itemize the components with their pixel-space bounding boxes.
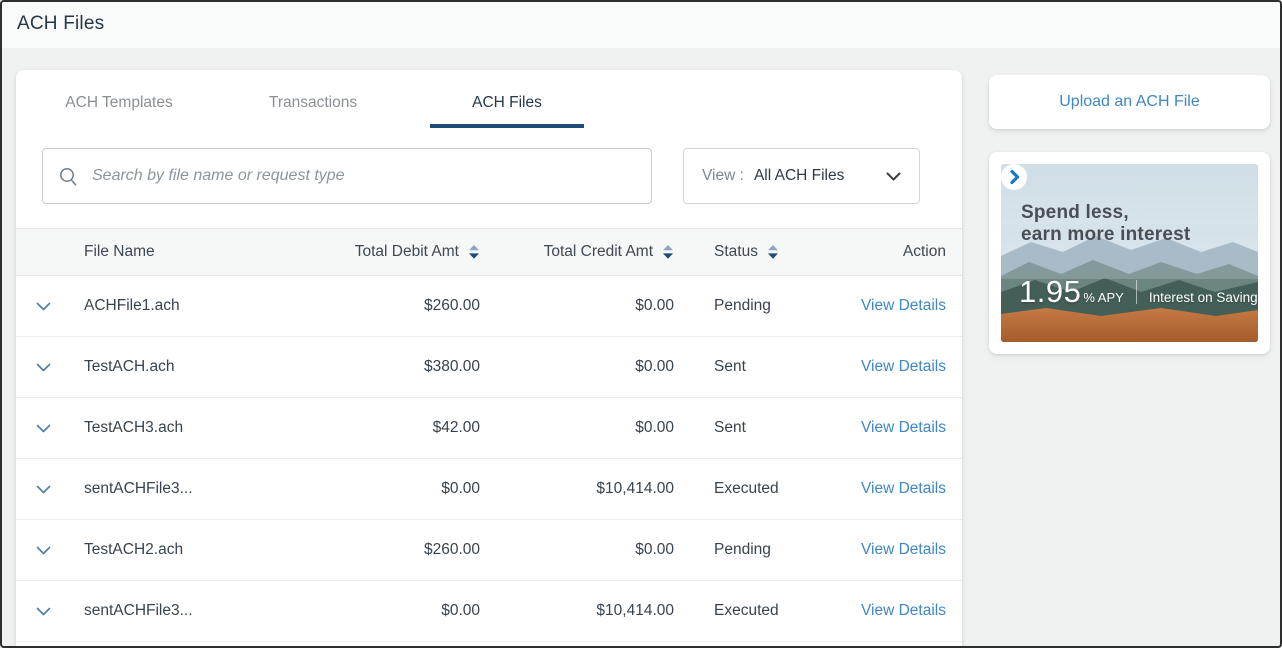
- total-debit-cell: $0.00: [441, 480, 480, 497]
- total-credit-cell: $10,414.00: [596, 602, 674, 619]
- total-debit-cell: $380.00: [423, 358, 480, 375]
- file-name-cell: TestACH.ach: [84, 358, 175, 375]
- table-header-row: File Name Total Debit Amt Total Credit A…: [16, 228, 962, 276]
- file-name-cell: sentACHFile3...: [84, 480, 193, 497]
- view-filter-label: View :: [702, 167, 744, 184]
- upload-ach-file-button[interactable]: Upload an ACH File: [989, 75, 1270, 129]
- chevron-right-circle-icon[interactable]: [1001, 164, 1027, 190]
- file-name-cell: ACHFile1.ach: [84, 297, 180, 314]
- tab-ach-files[interactable]: ACH Files: [410, 94, 604, 128]
- total-debit-cell: $42.00: [432, 419, 480, 436]
- file-name-cell: sentACHFile3...: [84, 602, 193, 619]
- sort-arrows-icon[interactable]: [767, 244, 779, 260]
- status-cell: Sent: [714, 358, 746, 375]
- chevron-down-icon: [36, 363, 50, 371]
- banner-photo: [1001, 164, 1258, 342]
- view-filter-dropdown[interactable]: View : All ACH Files: [683, 148, 920, 204]
- column-header-total-credit[interactable]: Total Credit Amt: [480, 243, 674, 261]
- total-credit-cell: $0.00: [635, 358, 674, 375]
- total-credit-cell: $0.00: [635, 541, 674, 558]
- status-cell: Executed: [714, 602, 779, 619]
- view-details-link[interactable]: View Details: [860, 358, 946, 375]
- row-expander[interactable]: [16, 424, 80, 433]
- page-header: ACH Files: [2, 2, 1280, 48]
- table-row: sentACHFile3... $0.00 $10,414.00 Execute…: [16, 459, 962, 520]
- table-row: TestACH2.ach $260.00 $0.00 Pending View …: [16, 520, 962, 581]
- table-controls: View : All ACH Files: [42, 148, 920, 204]
- row-expander[interactable]: [16, 302, 80, 311]
- sort-arrows-icon[interactable]: [662, 244, 674, 260]
- ach-files-card: ACH Templates Transactions ACH Files Vie…: [16, 70, 962, 646]
- view-details-link[interactable]: View Details: [860, 602, 946, 619]
- status-cell: Pending: [714, 541, 771, 558]
- total-debit-cell: $260.00: [423, 297, 480, 314]
- table-row: sentACHFile3... $0.00 $10,414.00 Execute…: [16, 581, 962, 642]
- chevron-down-icon: [886, 172, 901, 180]
- chevron-down-icon: [36, 607, 50, 615]
- total-credit-cell: $0.00: [635, 419, 674, 436]
- column-header-action: Action: [902, 243, 946, 260]
- banner-rate: 1.95: [1019, 274, 1082, 309]
- column-header-status[interactable]: Status: [674, 243, 816, 261]
- total-debit-cell: $0.00: [441, 602, 480, 619]
- promo-banner[interactable]: Spend less, earn more interest 1.95 % AP…: [1001, 164, 1258, 342]
- table-body: ACHFile1.ach $260.00 $0.00 Pending View …: [16, 276, 962, 642]
- chevron-down-icon: [36, 546, 50, 554]
- row-expander[interactable]: [16, 607, 80, 616]
- banner-divider: [1135, 280, 1137, 304]
- view-details-link[interactable]: View Details: [860, 419, 946, 436]
- table-row: ACHFile1.ach $260.00 $0.00 Pending View …: [16, 276, 962, 337]
- banner-caption: Interest on Savings: [1148, 290, 1258, 305]
- row-expander[interactable]: [16, 546, 80, 555]
- tab-transactions[interactable]: Transactions: [268, 94, 358, 111]
- view-filter-value: All ACH Files: [753, 167, 845, 184]
- ach-files-table: File Name Total Debit Amt Total Credit A…: [16, 228, 962, 642]
- banner-rate-row: 1.95 % APY Interest on Savings: [1019, 274, 1258, 310]
- chevron-down-icon: [36, 485, 50, 493]
- banner-headline: Spend less, earn more interest: [1021, 202, 1191, 246]
- column-header-total-debit[interactable]: Total Debit Amt: [300, 243, 480, 261]
- status-cell: Executed: [714, 480, 779, 497]
- chevron-down-icon: [36, 302, 50, 310]
- search-box[interactable]: [42, 148, 652, 204]
- file-name-cell: TestACH3.ach: [84, 419, 184, 436]
- table-row: TestACH3.ach $42.00 $0.00 Sent View Deta…: [16, 398, 962, 459]
- view-details-link[interactable]: View Details: [860, 480, 946, 497]
- tab-bar: ACH Templates Transactions ACH Files: [16, 94, 962, 128]
- file-name-cell: TestACH2.ach: [84, 541, 184, 558]
- status-cell: Sent: [714, 419, 746, 436]
- promo-banner-card: Spend less, earn more interest 1.95 % AP…: [989, 152, 1270, 354]
- total-credit-cell: $10,414.00: [596, 480, 674, 497]
- total-debit-cell: $260.00: [423, 541, 480, 558]
- tab-ach-templates[interactable]: ACH Templates: [65, 94, 173, 111]
- banner-rate-suffix: % APY: [1083, 290, 1124, 305]
- sort-arrows-icon[interactable]: [468, 244, 480, 260]
- page-title: ACH Files: [17, 13, 105, 34]
- chevron-down-icon: [36, 424, 50, 432]
- status-cell: Pending: [714, 297, 771, 314]
- total-credit-cell: $0.00: [635, 297, 674, 314]
- row-expander[interactable]: [16, 363, 80, 372]
- row-expander[interactable]: [16, 485, 80, 494]
- search-input[interactable]: [92, 167, 635, 185]
- view-details-link[interactable]: View Details: [860, 541, 946, 558]
- view-details-link[interactable]: View Details: [860, 297, 946, 314]
- column-header-file-name: File Name: [84, 243, 155, 260]
- search-icon: [60, 167, 77, 186]
- table-row: TestACH.ach $380.00 $0.00 Sent View Deta…: [16, 337, 962, 398]
